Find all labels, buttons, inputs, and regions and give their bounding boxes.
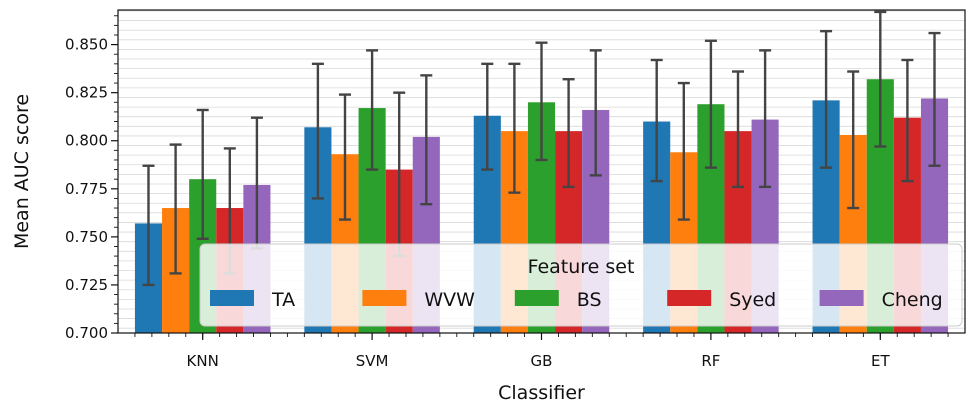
y-tick-label: 0.725: [65, 276, 108, 294]
error-bars: [142, 10, 941, 287]
axes: 0.700 0.725 0.750 0.775 0.800 0.825 0.850 KNN SV…: [65, 9, 966, 370]
legend-swatch-cheng: [819, 290, 864, 306]
x-axis-label: Classifier: [498, 382, 585, 404]
x-tick-label: KNN: [187, 352, 219, 370]
y-axis-label: Mean AUC score: [11, 94, 33, 249]
x-tick-label: RF: [701, 352, 720, 370]
x-tick-label: GB: [531, 352, 553, 370]
legend-swatch-syed: [667, 290, 712, 306]
y-tick-label: 0.825: [65, 84, 108, 102]
legend-label-cheng: Cheng: [882, 289, 943, 311]
legend-label-syed: Syed: [729, 289, 776, 311]
y-tick-label: 0.775: [65, 180, 108, 198]
x-tick-label: SVM: [356, 352, 389, 370]
y-tick-label: 0.700: [65, 324, 108, 342]
x-tick-label: ET: [871, 352, 890, 370]
legend-title: Feature set: [528, 256, 635, 278]
legend-swatch-bs: [514, 290, 559, 306]
y-tick-label: 0.850: [65, 36, 108, 54]
legend: Feature set TA WVW BS Syed Cheng: [199, 243, 963, 327]
legend-swatch-wvw: [362, 290, 407, 306]
y-tick-label: 0.750: [65, 228, 108, 246]
legend-label-bs: BS: [577, 289, 602, 311]
y-tick-label: 0.800: [65, 132, 108, 150]
legend-swatch-ta: [210, 290, 254, 306]
legend-label-ta: TA: [271, 289, 295, 311]
legend-label-wvw: WVW: [424, 289, 475, 311]
